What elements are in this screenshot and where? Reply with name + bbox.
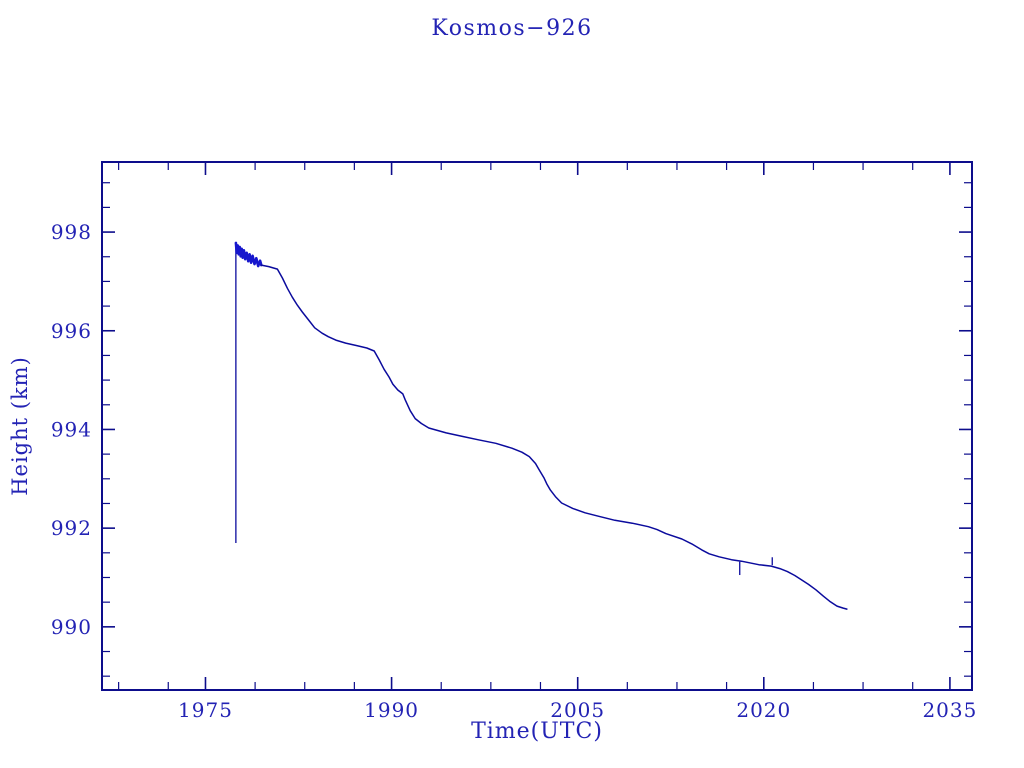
y-tick-label: 996: [51, 319, 92, 343]
x-tick-label: 2005: [550, 698, 605, 722]
noise-segment: [234, 241, 263, 268]
x-tick-label: 2020: [736, 698, 791, 722]
plot-frame: [101, 161, 973, 691]
data-curve: [260, 264, 848, 610]
y-tick-label: 998: [51, 220, 92, 244]
x-tick-label: 1990: [364, 698, 419, 722]
x-tick-label: 1975: [178, 698, 233, 722]
x-tick-label: 2035: [922, 698, 977, 722]
y-tick-label: 990: [51, 615, 92, 639]
x-axis-title: Time(UTC): [471, 719, 603, 744]
y-tick-label: 992: [51, 516, 92, 540]
chart-title: Kosmos−926: [431, 16, 593, 41]
y-tick-label: 994: [51, 417, 92, 441]
